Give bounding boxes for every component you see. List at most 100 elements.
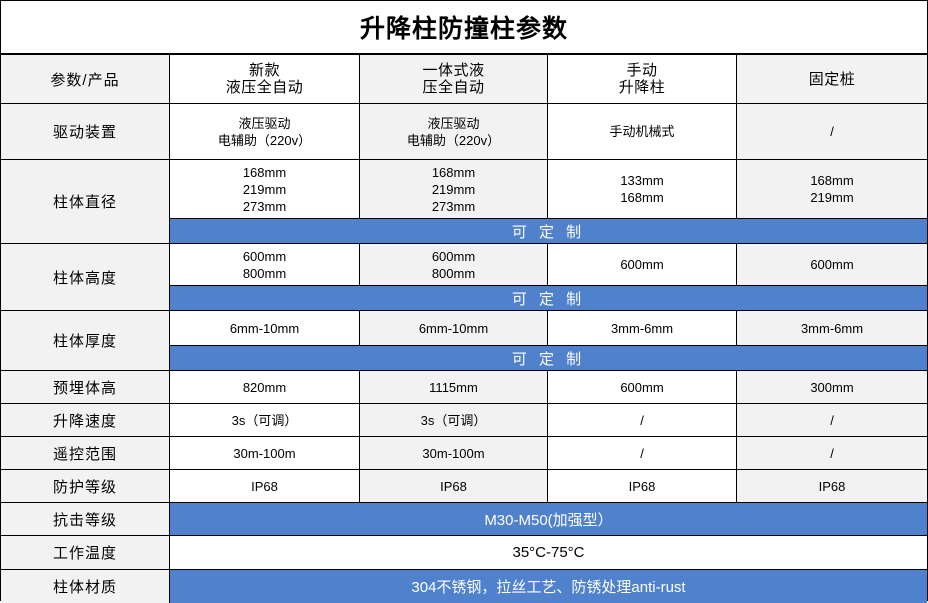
cell-r3-c0: 6mm-10mm — [170, 311, 360, 345]
cell-r1-c2: 133mm 168mm — [548, 160, 737, 218]
cell-r4-c2: 600mm — [548, 371, 737, 403]
header-product-2-line1: 一体式液 — [422, 62, 485, 79]
cell-r0-c1: 液压驱动 电辅助（220v） — [360, 104, 548, 159]
cell-line: 219mm — [242, 181, 287, 197]
cell-r1-c0: 168mm 219mm 273mm — [170, 160, 360, 218]
row-label-5: 升降速度 — [1, 404, 170, 436]
cell-line: 273mm — [431, 198, 476, 214]
merged-value-cell: M30-M50(加强型） — [170, 503, 927, 535]
cell-r4-c1: 1115mm — [360, 371, 548, 403]
header-product-3-line2: 升降柱 — [618, 79, 666, 96]
table-title-row: 升降柱防撞柱参数 — [1, 1, 927, 55]
cell-line: 820mm — [242, 379, 287, 395]
cell-r5-c3: / — [737, 404, 927, 436]
cell-r1-c1: 168mm 219mm 273mm — [360, 160, 548, 218]
table-row: 抗击等级 M30-M50(加强型） — [1, 503, 927, 536]
cell-line: 219mm — [810, 190, 854, 205]
row-label-6: 遥控范围 — [1, 437, 170, 469]
cell-line: 30m-100m — [233, 445, 296, 461]
cell-line: 300mm — [810, 379, 854, 395]
table-row: 升降速度 3s（可调） 3s（可调） / / — [1, 404, 927, 437]
cell-line: 3s（可调） — [420, 412, 487, 428]
cell-r6-c2: / — [548, 437, 737, 469]
cell-line: 6mm-10mm — [418, 320, 489, 336]
page-title: 升降柱防撞柱参数 — [359, 16, 568, 43]
header-product-1-line2: 液压全自动 — [225, 79, 304, 96]
cell-line: IP68 — [251, 478, 278, 494]
customizable-band: 可 定 制 — [170, 219, 927, 243]
table-row: 防护等级 IP68 IP68 IP68 IP68 — [1, 470, 927, 503]
header-product-4: 固定桩 — [737, 55, 927, 103]
cell-line: 168mm — [242, 164, 287, 180]
table-row: 柱体直径 168mm 219mm 273mm 168mm 219mm 273mm 133mm 1… — [1, 160, 927, 244]
cell-r6-c3: / — [737, 437, 927, 469]
table-row: 驱动装置 液压驱动 电辅助（220v） 液压驱动 电辅助（220v） 手动机械式 / — [1, 104, 927, 160]
cell-r2-c1: 600mm 800mm — [360, 244, 548, 285]
header-product-2: 一体式液 压全自动 — [360, 55, 548, 103]
cell-line: / — [640, 445, 644, 461]
cell-r2-c0: 600mm 800mm — [170, 244, 360, 285]
row-label-10: 柱体材质 — [1, 570, 170, 603]
cell-line: IP68 — [628, 478, 656, 494]
cell-line: 液压驱动 — [427, 115, 480, 131]
cell-r5-c2: / — [548, 404, 737, 436]
cell-r0-c0: 液压驱动 电辅助（220v） — [170, 104, 360, 159]
cell-line: 电辅助（220v） — [217, 132, 312, 148]
cell-line: 3mm-6mm — [610, 320, 674, 336]
table-row: 柱体厚度 6mm-10mm 6mm-10mm 3mm-6mm 3mm-6mm 可 定 制 — [1, 311, 927, 371]
row-label-0: 驱动装置 — [1, 104, 170, 159]
cell-r7-c0: IP68 — [170, 470, 360, 502]
header-product-2-line2: 压全自动 — [422, 79, 485, 96]
header-param-label: 参数/产品 — [1, 55, 170, 103]
cell-line: 273mm — [242, 198, 287, 214]
row-label-1: 柱体直径 — [1, 160, 170, 243]
cell-line: 168mm — [810, 173, 854, 188]
cell-line: 219mm — [431, 181, 476, 197]
header-product-3-line1: 手动 — [626, 62, 658, 79]
row-label-9: 工作温度 — [1, 536, 170, 569]
cell-line: 800mm — [431, 265, 476, 281]
cell-r0-c3: / — [737, 104, 927, 159]
header-product-3: 手动 升降柱 — [548, 55, 737, 103]
cell-r5-c0: 3s（可调） — [170, 404, 360, 436]
cell-r7-c1: IP68 — [360, 470, 548, 502]
cell-r6-c1: 30m-100m — [360, 437, 548, 469]
merged-value-cell: 304不锈钢，拉丝工艺、防锈处理anti-rust — [170, 570, 927, 603]
row-label-3: 柱体厚度 — [1, 311, 170, 370]
cell-line: 133mm — [620, 173, 664, 188]
cell-line: / — [640, 412, 644, 428]
cell-line: 800mm — [242, 265, 287, 281]
header-product-1: 新款 液压全自动 — [170, 55, 360, 103]
header-product-4-line1: 固定桩 — [808, 70, 856, 88]
row-label-7: 防护等级 — [1, 470, 170, 502]
table-row: 预埋体高 820mm 1115mm 600mm 300mm — [1, 371, 927, 404]
cell-line: 168mm — [431, 164, 476, 180]
cell-line: 600mm — [620, 379, 664, 395]
cell-line: 600mm — [242, 248, 287, 264]
customizable-band: 可 定 制 — [170, 286, 927, 310]
cell-r5-c1: 3s（可调） — [360, 404, 548, 436]
cell-r7-c2: IP68 — [548, 470, 737, 502]
cell-r3-c2: 3mm-6mm — [548, 311, 737, 345]
cell-r2-c2: 600mm — [548, 244, 737, 285]
row-label-8: 抗击等级 — [1, 503, 170, 535]
cell-line: 3s（可调） — [231, 412, 298, 428]
cell-r4-c3: 300mm — [737, 371, 927, 403]
cell-line: 600mm — [620, 257, 664, 272]
cell-r0-c2: 手动机械式 — [548, 104, 737, 159]
cell-r3-c3: 3mm-6mm — [737, 311, 927, 345]
header-product-1-line1: 新款 — [248, 62, 280, 79]
merged-value-cell: 35°C-75°C — [170, 536, 927, 569]
table-row: 柱体材质 304不锈钢，拉丝工艺、防锈处理anti-rust — [1, 570, 927, 603]
cell-line: 电辅助（220v） — [406, 132, 501, 148]
cell-r7-c3: IP68 — [737, 470, 927, 502]
customizable-band: 可 定 制 — [170, 346, 927, 370]
cell-line: IP68 — [818, 478, 846, 494]
cell-line: 600mm — [810, 257, 854, 272]
cell-line: / — [830, 124, 834, 139]
cell-line: 液压驱动 — [238, 115, 291, 131]
cell-line: 30m-100m — [422, 445, 485, 461]
cell-r1-c3: 168mm 219mm — [737, 160, 927, 218]
cell-line: / — [830, 412, 834, 428]
